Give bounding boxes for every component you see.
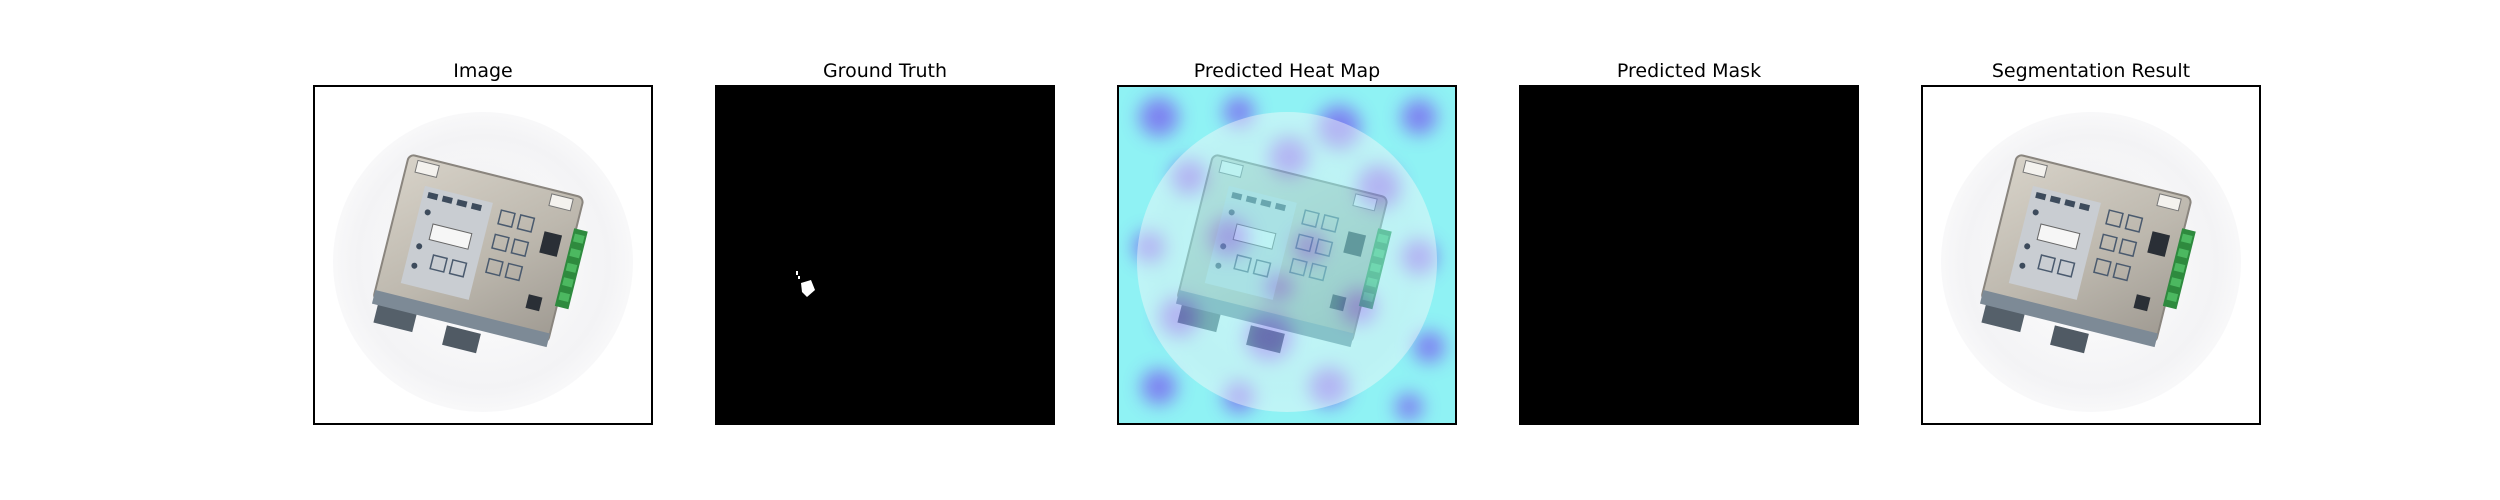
panel-title: Segmentation Result — [1991, 60, 2191, 82]
ground-truth-frame — [715, 85, 1055, 425]
panel-title: Image — [453, 60, 513, 82]
panel-title: Predicted Heat Map — [1193, 60, 1381, 82]
ground-truth-mask-icon — [717, 87, 1053, 423]
predicted-mask-frame — [1519, 85, 1859, 425]
heat-map-frame — [1117, 85, 1457, 425]
panel-title: Ground Truth — [822, 60, 948, 82]
predicted-mask-icon — [1521, 87, 1857, 423]
segmentation-result-icon — [1923, 87, 2259, 423]
segmentation-result-frame — [1921, 85, 2261, 425]
image-frame — [313, 85, 653, 425]
panel-title: Predicted Mask — [1616, 60, 1762, 82]
heat-map-overlay-icon — [1119, 87, 1455, 423]
device-photo-icon — [315, 87, 651, 423]
